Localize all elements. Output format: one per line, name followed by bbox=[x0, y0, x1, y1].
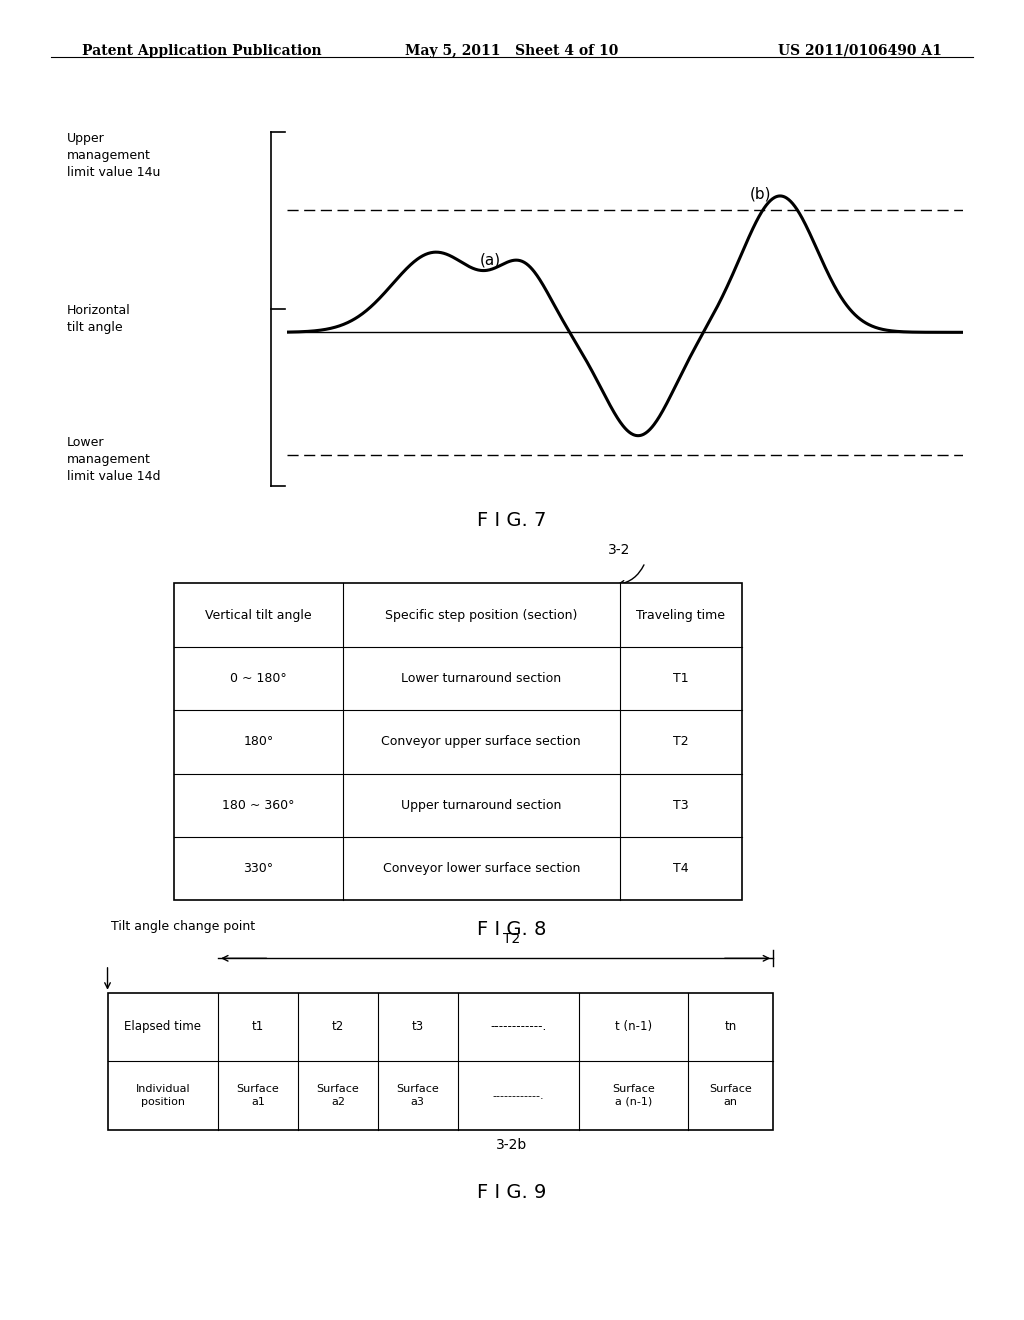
Text: t (n-1): t (n-1) bbox=[614, 1020, 652, 1034]
Text: Upper
management
limit value 14u: Upper management limit value 14u bbox=[67, 132, 160, 180]
Text: F I G. 7: F I G. 7 bbox=[477, 511, 547, 529]
Text: Upper turnaround section: Upper turnaround section bbox=[401, 799, 561, 812]
Text: Horizontal
tilt angle: Horizontal tilt angle bbox=[67, 305, 130, 334]
Text: tn: tn bbox=[725, 1020, 736, 1034]
Text: T4: T4 bbox=[673, 862, 689, 875]
Text: ------------.: ------------. bbox=[490, 1020, 546, 1034]
Text: Patent Application Publication: Patent Application Publication bbox=[82, 44, 322, 58]
Text: Lower turnaround section: Lower turnaround section bbox=[401, 672, 561, 685]
Text: ------------.: ------------. bbox=[493, 1090, 544, 1101]
Text: T2: T2 bbox=[504, 932, 520, 946]
Text: T1: T1 bbox=[673, 672, 689, 685]
Text: t3: t3 bbox=[412, 1020, 424, 1034]
Text: 3-2b: 3-2b bbox=[497, 1138, 527, 1152]
Text: t1: t1 bbox=[252, 1020, 264, 1034]
Text: Lower
management
limit value 14d: Lower management limit value 14d bbox=[67, 436, 160, 483]
Text: Conveyor lower surface section: Conveyor lower surface section bbox=[383, 862, 580, 875]
Text: 180°: 180° bbox=[244, 735, 273, 748]
Text: 0 ~ 180°: 0 ~ 180° bbox=[230, 672, 287, 685]
Text: (b): (b) bbox=[750, 186, 771, 202]
Text: May 5, 2011   Sheet 4 of 10: May 5, 2011 Sheet 4 of 10 bbox=[406, 44, 618, 58]
Text: Surface
a1: Surface a1 bbox=[237, 1085, 280, 1106]
Text: Surface
a (n-1): Surface a (n-1) bbox=[612, 1085, 654, 1106]
Text: Elapsed time: Elapsed time bbox=[124, 1020, 202, 1034]
Text: F I G. 8: F I G. 8 bbox=[477, 920, 547, 939]
Text: Conveyor upper surface section: Conveyor upper surface section bbox=[382, 735, 581, 748]
Text: Specific step position (section): Specific step position (section) bbox=[385, 609, 578, 622]
Text: 3-2: 3-2 bbox=[608, 543, 631, 557]
Text: (a): (a) bbox=[479, 252, 501, 268]
Text: Traveling time: Traveling time bbox=[637, 609, 725, 622]
Text: 330°: 330° bbox=[244, 862, 273, 875]
Text: Surface
a3: Surface a3 bbox=[396, 1085, 439, 1106]
Text: Individual
position: Individual position bbox=[135, 1085, 190, 1106]
Text: Tilt angle change point: Tilt angle change point bbox=[111, 920, 255, 933]
Text: Surface
an: Surface an bbox=[710, 1085, 752, 1106]
Text: US 2011/0106490 A1: US 2011/0106490 A1 bbox=[778, 44, 942, 58]
Text: T2: T2 bbox=[673, 735, 689, 748]
Text: Surface
a2: Surface a2 bbox=[316, 1085, 359, 1106]
Text: T3: T3 bbox=[673, 799, 689, 812]
Text: F I G. 9: F I G. 9 bbox=[477, 1183, 547, 1201]
Text: Vertical tilt angle: Vertical tilt angle bbox=[205, 609, 312, 622]
Text: t2: t2 bbox=[332, 1020, 344, 1034]
Text: 180 ~ 360°: 180 ~ 360° bbox=[222, 799, 295, 812]
